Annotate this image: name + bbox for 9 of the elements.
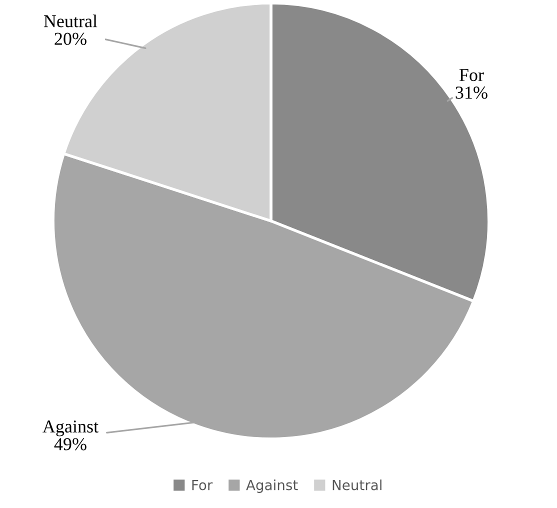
legend-label: Neutral — [332, 480, 382, 490]
slice-label: Against — [42, 420, 98, 436]
data-label: 49% — [54, 438, 86, 450]
slice-label: Neutral — [44, 14, 98, 28]
data-label: 31% — [456, 86, 488, 99]
data-label: 20% — [54, 32, 86, 45]
slice-label: For — [459, 69, 484, 82]
legend-label: For — [192, 480, 213, 490]
legend-label: Against — [246, 480, 298, 493]
